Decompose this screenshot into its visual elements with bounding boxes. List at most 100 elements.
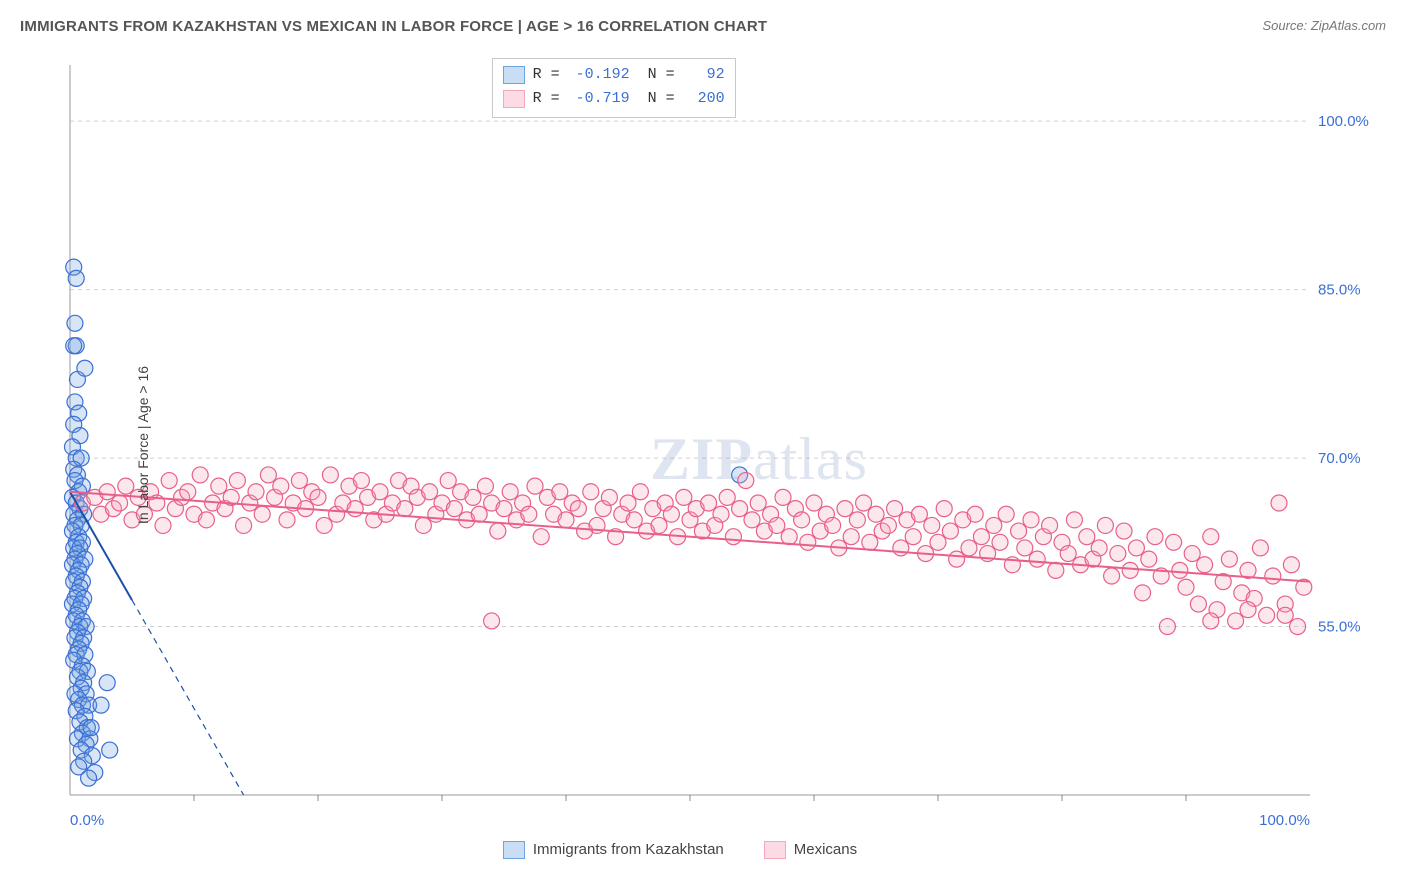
scatter-point [83,720,99,736]
scatter-point [1122,562,1138,578]
scatter-point [1271,495,1287,511]
scatter-point [229,473,245,489]
scatter-point [936,501,952,517]
scatter-point [533,529,549,545]
scatter-point [1116,523,1132,539]
scatter-point [465,489,481,505]
scatter-point [775,489,791,505]
scatter-point [986,517,1002,533]
scatter-point [93,697,109,713]
scatter-point [68,270,84,286]
scatter-point [471,506,487,522]
series-legend-item: Immigrants from Kazakhstan [503,841,724,859]
scatter-point [446,501,462,517]
scatter-point [1141,551,1157,567]
scatter-point [924,517,940,533]
scatter-point [397,501,413,517]
y-tick-label: 100.0% [1318,113,1369,130]
trend-line-ext [132,600,244,795]
scatter-point [744,512,760,528]
scatter-point [248,484,264,500]
scatter-point [992,534,1008,550]
page-title: IMMIGRANTS FROM KAZAKHSTAN VS MEXICAN IN… [20,18,767,35]
scatter-point [949,551,965,567]
scatter-point [1017,540,1033,556]
scatter-point [521,506,537,522]
scatter-point [601,489,617,505]
scatter-point [67,315,83,331]
scatter-point [905,529,921,545]
scatter-point [1042,517,1058,533]
scatter-point [99,675,115,691]
r-value: -0.192 [568,63,630,87]
correlation-chart: 55.0%70.0%85.0%100.0%0.0%100.0% [50,55,1380,835]
source-credit: Source: ZipAtlas.com [1262,18,1386,33]
scatter-point [1128,540,1144,556]
scatter-point [558,512,574,528]
scatter-point [930,534,946,550]
r-value: -0.719 [568,87,630,111]
scatter-point [570,501,586,517]
scatter-point [1178,579,1194,595]
scatter-point [1228,613,1244,629]
scatter-point [781,529,797,545]
scatter-point [1277,607,1293,623]
series-legend: Immigrants from KazakhstanMexicans [50,807,1310,892]
scatter-point [291,473,307,489]
scatter-point [279,512,295,528]
scatter-point [118,478,134,494]
scatter-point [484,613,500,629]
scatter-point [1097,517,1113,533]
scatter-point [236,517,252,533]
scatter-point [347,501,363,517]
scatter-point [1066,512,1082,528]
scatter-point [322,467,338,483]
scatter-point [180,484,196,500]
scatter-point [769,517,785,533]
scatter-point [998,506,1014,522]
scatter-point [490,523,506,539]
scatter-point [1135,585,1151,601]
scatter-point [663,506,679,522]
scatter-point [254,506,270,522]
scatter-point [626,512,642,528]
scatter-point [310,489,326,505]
series-legend-label: Immigrants from Kazakhstan [533,841,724,858]
scatter-point [102,742,118,758]
scatter-point [1048,562,1064,578]
scatter-point [862,534,878,550]
scatter-point [676,489,692,505]
scatter-point [583,484,599,500]
scatter-point [738,473,754,489]
scatter-point [211,478,227,494]
scatter-point [155,517,171,533]
scatter-point [825,517,841,533]
scatter-point [1079,529,1095,545]
y-axis-label: In Labor Force | Age > 16 [135,366,151,524]
scatter-point [1060,546,1076,562]
scatter-point [552,484,568,500]
stats-legend: R =-0.192N =92R =-0.719N =200 [492,58,736,118]
scatter-point [1265,568,1281,584]
n-label: N = [648,87,675,111]
scatter-point [732,501,748,517]
scatter-point [198,512,214,528]
scatter-point [1283,557,1299,573]
scatter-point [1203,613,1219,629]
legend-swatch [503,90,525,108]
scatter-point [99,484,115,500]
scatter-point [725,529,741,545]
scatter-point [1221,551,1237,567]
stats-legend-row: R =-0.192N =92 [503,63,725,87]
scatter-point [887,501,903,517]
scatter-point [961,540,977,556]
n-label: N = [648,63,675,87]
scatter-point [415,517,431,533]
scatter-point [837,501,853,517]
scatter-point [713,506,729,522]
n-value: 92 [683,63,725,87]
r-label: R = [533,87,560,111]
y-tick-label: 85.0% [1318,282,1361,299]
scatter-point [1197,557,1213,573]
scatter-point [372,484,388,500]
